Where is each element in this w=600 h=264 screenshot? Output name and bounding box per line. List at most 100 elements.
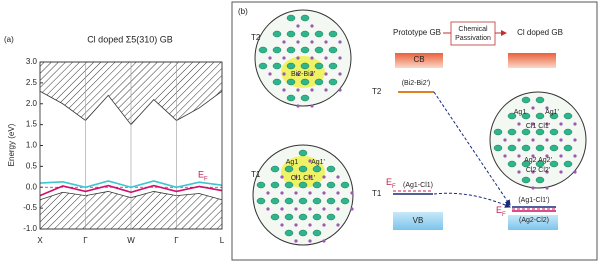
atom [328,78,338,86]
atom-label: Ag2 Ag2' [524,157,552,164]
atom [507,112,517,120]
atom [549,144,559,152]
atom-small [531,138,535,142]
fermi-label: EF [198,170,208,182]
atom-small [324,88,328,92]
atom-small [308,159,312,163]
atom-small [517,138,521,142]
atom-label: Ag1 [514,109,527,116]
x-tick-label: Γ [83,236,88,245]
atom [521,128,531,136]
panel-label: (a) [4,35,14,44]
atom [493,128,503,136]
atom [298,165,308,173]
panel-b-frame [231,1,598,261]
atom [507,144,517,152]
level-bond: (Bi2-Bi2') [402,80,431,87]
atom-small [310,40,314,44]
atom-small [322,223,326,227]
atom-small [503,154,507,158]
atom-small [280,175,284,179]
atom-small [531,106,535,110]
atom-label: Ag1' [311,159,325,166]
atom [286,46,296,54]
atom [258,46,268,54]
x-tick-label: W [127,236,135,245]
atom [507,160,517,168]
atom-small [310,104,314,108]
inset-label: T1 [251,170,261,179]
atom-small [531,186,535,190]
atom-small [573,170,577,174]
atom [493,144,503,152]
atom [298,149,308,157]
atom-label: Cl1 Cl1' [526,123,550,130]
atom-small [296,24,300,28]
fermi-label-main: E [198,170,204,180]
atom-small [531,154,535,158]
atom-small [268,72,272,76]
atom-label: Bi2-Bi2' [291,71,315,78]
y-tick-label: 2.5 [26,78,38,87]
plot-title: Cl doped Σ5(310) GB [87,34,173,44]
atom [286,14,296,22]
fermi-label-main: E [386,177,392,187]
atom-small [336,191,340,195]
atom [314,30,324,38]
atom [300,78,310,86]
atom [563,128,573,136]
atom-small [310,24,314,28]
atom [340,197,350,205]
atom-small [294,223,298,227]
atom-small [296,104,300,108]
atom-small [294,207,298,211]
atom [270,165,280,173]
fermi-label-main: E [496,205,502,215]
atom-small [338,56,342,60]
atom-small [282,56,286,60]
atom [284,197,294,205]
atom [521,144,531,152]
atom-small [545,170,549,174]
atom [521,112,531,120]
atom-small [322,207,326,211]
atom-small [280,207,284,211]
level-name: T2 [372,87,382,96]
atom-small [310,88,314,92]
atom [286,78,296,86]
atom [326,213,336,221]
y-tick-label: 2.0 [26,99,38,108]
atom-small [294,191,298,195]
atom [270,213,280,221]
atom [272,46,282,54]
atom [300,94,310,102]
atom [535,112,545,120]
atom-small [545,122,549,126]
cb-box [508,53,556,68]
atom [326,197,336,205]
atom [314,78,324,86]
atom-small [559,122,563,126]
atom-small [266,191,270,195]
atom [328,62,338,70]
fermi-label: EF [386,177,396,189]
atom-small [503,138,507,142]
band-curve [39,184,223,197]
atom-small [294,175,298,179]
transfer-arrow [433,192,511,208]
atom-small [338,88,342,92]
atom [298,197,308,205]
header-left: Prototype GB [393,28,441,37]
y-tick-label: 1.0 [26,141,38,150]
atom-small [517,122,521,126]
atom-small [324,72,328,76]
atom-small [282,88,286,92]
atom-small [559,138,563,142]
atom-small [338,40,342,44]
fermi-label-sub: F [502,212,506,218]
atom-small [517,170,521,174]
x-tick-label: X [37,236,43,245]
atom [312,181,322,189]
x-tick-label: L [220,236,225,245]
